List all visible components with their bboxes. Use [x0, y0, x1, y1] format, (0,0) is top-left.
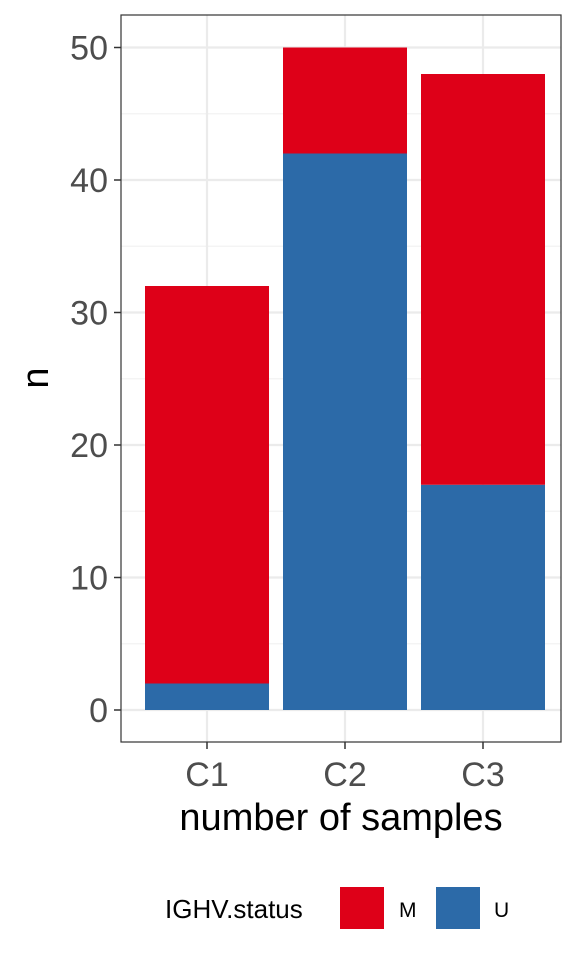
bar-c3-m — [421, 74, 545, 485]
x-tick-label-c1: C1 — [185, 756, 228, 794]
legend-swatch-m — [340, 887, 384, 929]
bar-c1-u — [145, 683, 269, 710]
y-tick-label: 20 — [70, 427, 108, 465]
y-tick-label: 10 — [70, 560, 108, 598]
x-tick-label-c2: C2 — [323, 756, 366, 794]
y-tick-label: 50 — [70, 30, 108, 68]
x-axis-title: number of samples — [179, 797, 502, 839]
bar-c2-m — [283, 47, 407, 154]
x-tick-label-c3: C3 — [461, 756, 504, 794]
bar-c2-u — [283, 153, 407, 710]
x-axis: C1 C2 C3 — [185, 742, 505, 794]
y-axis-title: n — [15, 367, 57, 388]
y-tick-label: 40 — [70, 162, 108, 200]
legend-label-u: U — [494, 899, 509, 922]
y-axis: 0 10 20 30 40 50 — [70, 30, 121, 730]
y-tick-label: 0 — [89, 692, 108, 730]
y-tick-label: 30 — [70, 295, 108, 333]
bars — [145, 47, 545, 710]
bar-c1-m — [145, 286, 269, 684]
legend: IGHV.status M U — [165, 887, 509, 929]
legend-label-m: M — [399, 899, 417, 922]
bar-c3-u — [421, 484, 545, 710]
legend-swatch-u — [436, 887, 480, 929]
plot-border — [120, 14, 562, 743]
legend-title: IGHV.status — [165, 894, 303, 924]
